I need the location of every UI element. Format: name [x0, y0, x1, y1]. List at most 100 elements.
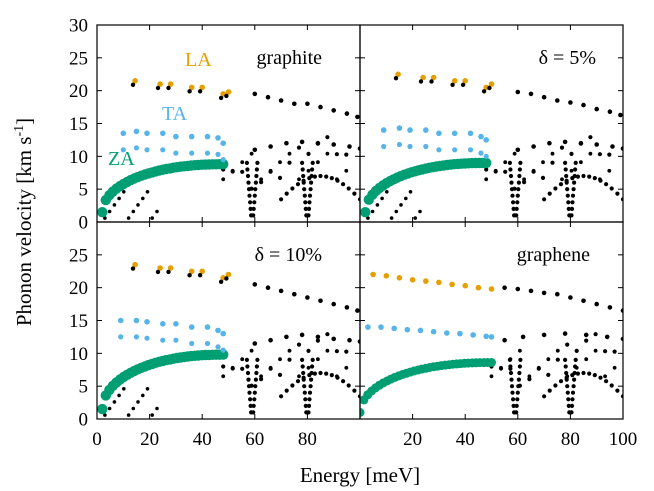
- black-branch-point: [560, 177, 564, 182]
- black-upper-point: [541, 94, 547, 100]
- black-v-point: [252, 200, 257, 205]
- black-branch-point: [240, 357, 245, 362]
- black-branch-point: [536, 365, 541, 370]
- black-v-point: [563, 160, 568, 165]
- la-shadow-point: [155, 85, 161, 91]
- x-tick-label-right: 20: [403, 429, 422, 450]
- black-v-point: [255, 160, 260, 165]
- la-point: [462, 78, 469, 84]
- ta-point: [215, 151, 221, 157]
- black-v-point: [569, 410, 574, 415]
- black-branch-point: [306, 151, 311, 156]
- black-v-point: [308, 187, 313, 192]
- black-v-point: [254, 370, 259, 376]
- black-v-point: [515, 397, 520, 402]
- black-v-point: [565, 187, 570, 192]
- black-arc-point: [575, 174, 581, 179]
- ta-point: [120, 147, 126, 153]
- y-tick-label-bottom: 5: [79, 377, 89, 398]
- black-branch-point: [503, 169, 508, 174]
- black-branch-point: [550, 151, 555, 156]
- black-fan-point: [131, 209, 136, 214]
- ta-point: [457, 330, 463, 337]
- black-branch-point: [325, 332, 330, 337]
- black-upper-point: [278, 288, 284, 294]
- la-shadow-point: [130, 266, 136, 271]
- black-v-point: [509, 180, 514, 185]
- black-upper-point: [618, 112, 623, 118]
- black-v-point: [306, 403, 312, 408]
- black-v-point: [251, 206, 256, 211]
- black-v-point: [573, 357, 578, 362]
- black-arc-point: [346, 186, 351, 191]
- x-tick-label-left: 60: [245, 429, 264, 450]
- la-point: [462, 282, 469, 289]
- ta-point: [407, 143, 413, 150]
- black-v-point: [310, 167, 315, 172]
- black-v-point: [254, 173, 259, 179]
- black-arc-point: [329, 373, 334, 378]
- ta-point: [133, 334, 139, 340]
- ta-point: [381, 143, 387, 150]
- black-branch-point: [287, 151, 292, 156]
- black-arc-point: [609, 186, 614, 191]
- black-branch-point: [249, 151, 254, 156]
- y-axis-label-sup: -1: [12, 125, 27, 137]
- x-tick-label-right: 60: [508, 429, 527, 450]
- black-branch-point: [296, 342, 302, 347]
- ta-point: [117, 317, 124, 324]
- ta-point: [189, 340, 195, 347]
- black-v-point: [303, 397, 308, 402]
- black-v-point: [248, 200, 253, 205]
- y-tick-label-top: 5: [79, 180, 89, 201]
- black-v-point: [244, 160, 249, 165]
- black-arc-point: [307, 373, 312, 378]
- black-arc-point: [542, 394, 547, 399]
- ta-point: [451, 130, 458, 137]
- panel-annotation: graphite: [256, 47, 322, 69]
- black-upper-point: [568, 295, 573, 300]
- la-point: [132, 78, 138, 84]
- black-v-point: [571, 384, 576, 389]
- black-fan-point: [399, 203, 403, 207]
- black-middle-point: [562, 331, 568, 336]
- ta-point: [133, 145, 139, 151]
- black-v-point: [245, 173, 251, 179]
- black-upper-point: [252, 91, 258, 97]
- panel-points: [360, 271, 623, 417]
- black-branch-point: [489, 374, 494, 379]
- black-branch-point: [240, 160, 245, 165]
- x-tick-label-left: 80: [298, 429, 317, 450]
- la-point: [188, 268, 195, 275]
- branch-label-za: ZA: [108, 148, 135, 170]
- za-point: [218, 349, 229, 360]
- black-fan-point: [112, 203, 117, 207]
- black-v-point: [565, 384, 570, 389]
- ta-point: [467, 130, 474, 137]
- black-v-point: [248, 403, 253, 408]
- black-branch-point: [588, 151, 593, 156]
- black-v-point: [310, 357, 315, 362]
- black-upper-point: [344, 305, 350, 310]
- black-v-point: [306, 206, 312, 211]
- black-v-point: [245, 364, 250, 369]
- black-upper-point: [344, 111, 350, 116]
- black-branch-point: [541, 160, 545, 165]
- black-v-point: [573, 364, 578, 369]
- black-branch-point: [230, 365, 235, 370]
- black-upper-point: [305, 295, 310, 300]
- black-v-point: [572, 377, 577, 382]
- black-v-point: [569, 206, 575, 211]
- ta-point: [173, 150, 179, 156]
- y-tick-label-bottom: 20: [69, 278, 88, 299]
- black-arc-point: [295, 379, 301, 384]
- black-fan-point: [117, 393, 121, 398]
- black-v-point: [253, 187, 258, 192]
- black-arc-point: [615, 191, 620, 196]
- black-branch-point: [306, 365, 311, 370]
- black-v-point: [306, 213, 311, 218]
- black-branch-point: [259, 177, 263, 182]
- la-point: [420, 74, 426, 81]
- black-v-point: [507, 160, 512, 165]
- black-arc-point: [553, 186, 558, 191]
